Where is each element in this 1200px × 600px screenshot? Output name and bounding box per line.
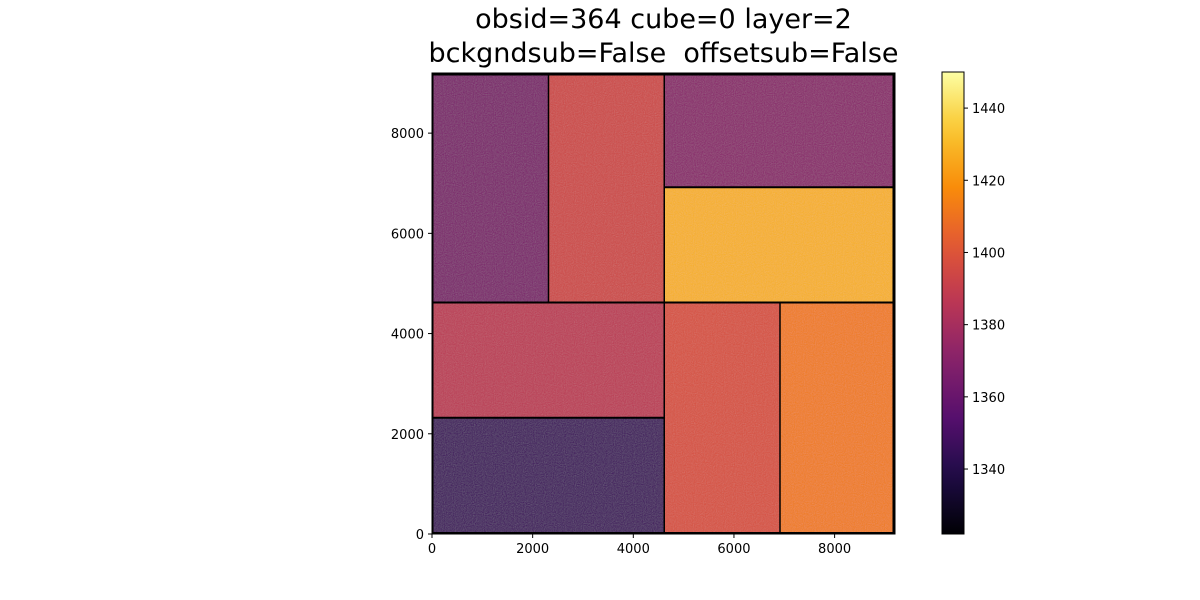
plot-frame [431,72,896,535]
y-tick-label: 2000 [391,428,424,443]
colorbar-tick-label: 1340 [972,463,1005,478]
colorbar-tick-label: 1360 [972,391,1005,406]
x-tick-label: 2000 [516,542,549,557]
heatmap-region-3 [665,75,893,187]
chart-title-line-2: bckgndsub=False offsetsub=False [428,38,899,69]
y-tick-label: 4000 [391,328,424,343]
chart-title-line-1: obsid=364 cube=0 layer=2 [475,4,852,35]
y-tick-label: 6000 [391,227,424,242]
colorbar-tick-label: 1420 [972,174,1005,189]
heatmap-region-2 [549,75,664,302]
colorbar-tick-label: 1400 [972,246,1005,261]
x-tick-label: 6000 [717,542,750,557]
heatmap-region-8 [780,303,893,532]
heatmap-region-6 [433,418,664,532]
y-axis: 0 2000 4000 6000 8000 [391,127,432,543]
y-tick-label: 8000 [391,127,424,142]
colorbar-bar [941,71,965,535]
x-tick-label: 4000 [617,542,650,557]
heatmap-region-4 [665,188,893,302]
y-tick-label: 0 [416,528,424,543]
colorbar: 1340 1360 1380 1400 1420 1440 [941,71,1005,535]
colorbar-tick-label: 1440 [972,102,1005,117]
x-tick-label: 0 [428,542,436,557]
heatmap-region-7 [665,303,780,532]
heatmap-region-5 [433,303,664,417]
x-tick-label: 8000 [818,542,851,557]
heatmap-region-1 [433,75,548,302]
heatmap-plot-area [431,72,896,535]
colorbar-tick-label: 1380 [972,319,1005,334]
x-axis: 0 2000 4000 6000 8000 [428,534,851,557]
